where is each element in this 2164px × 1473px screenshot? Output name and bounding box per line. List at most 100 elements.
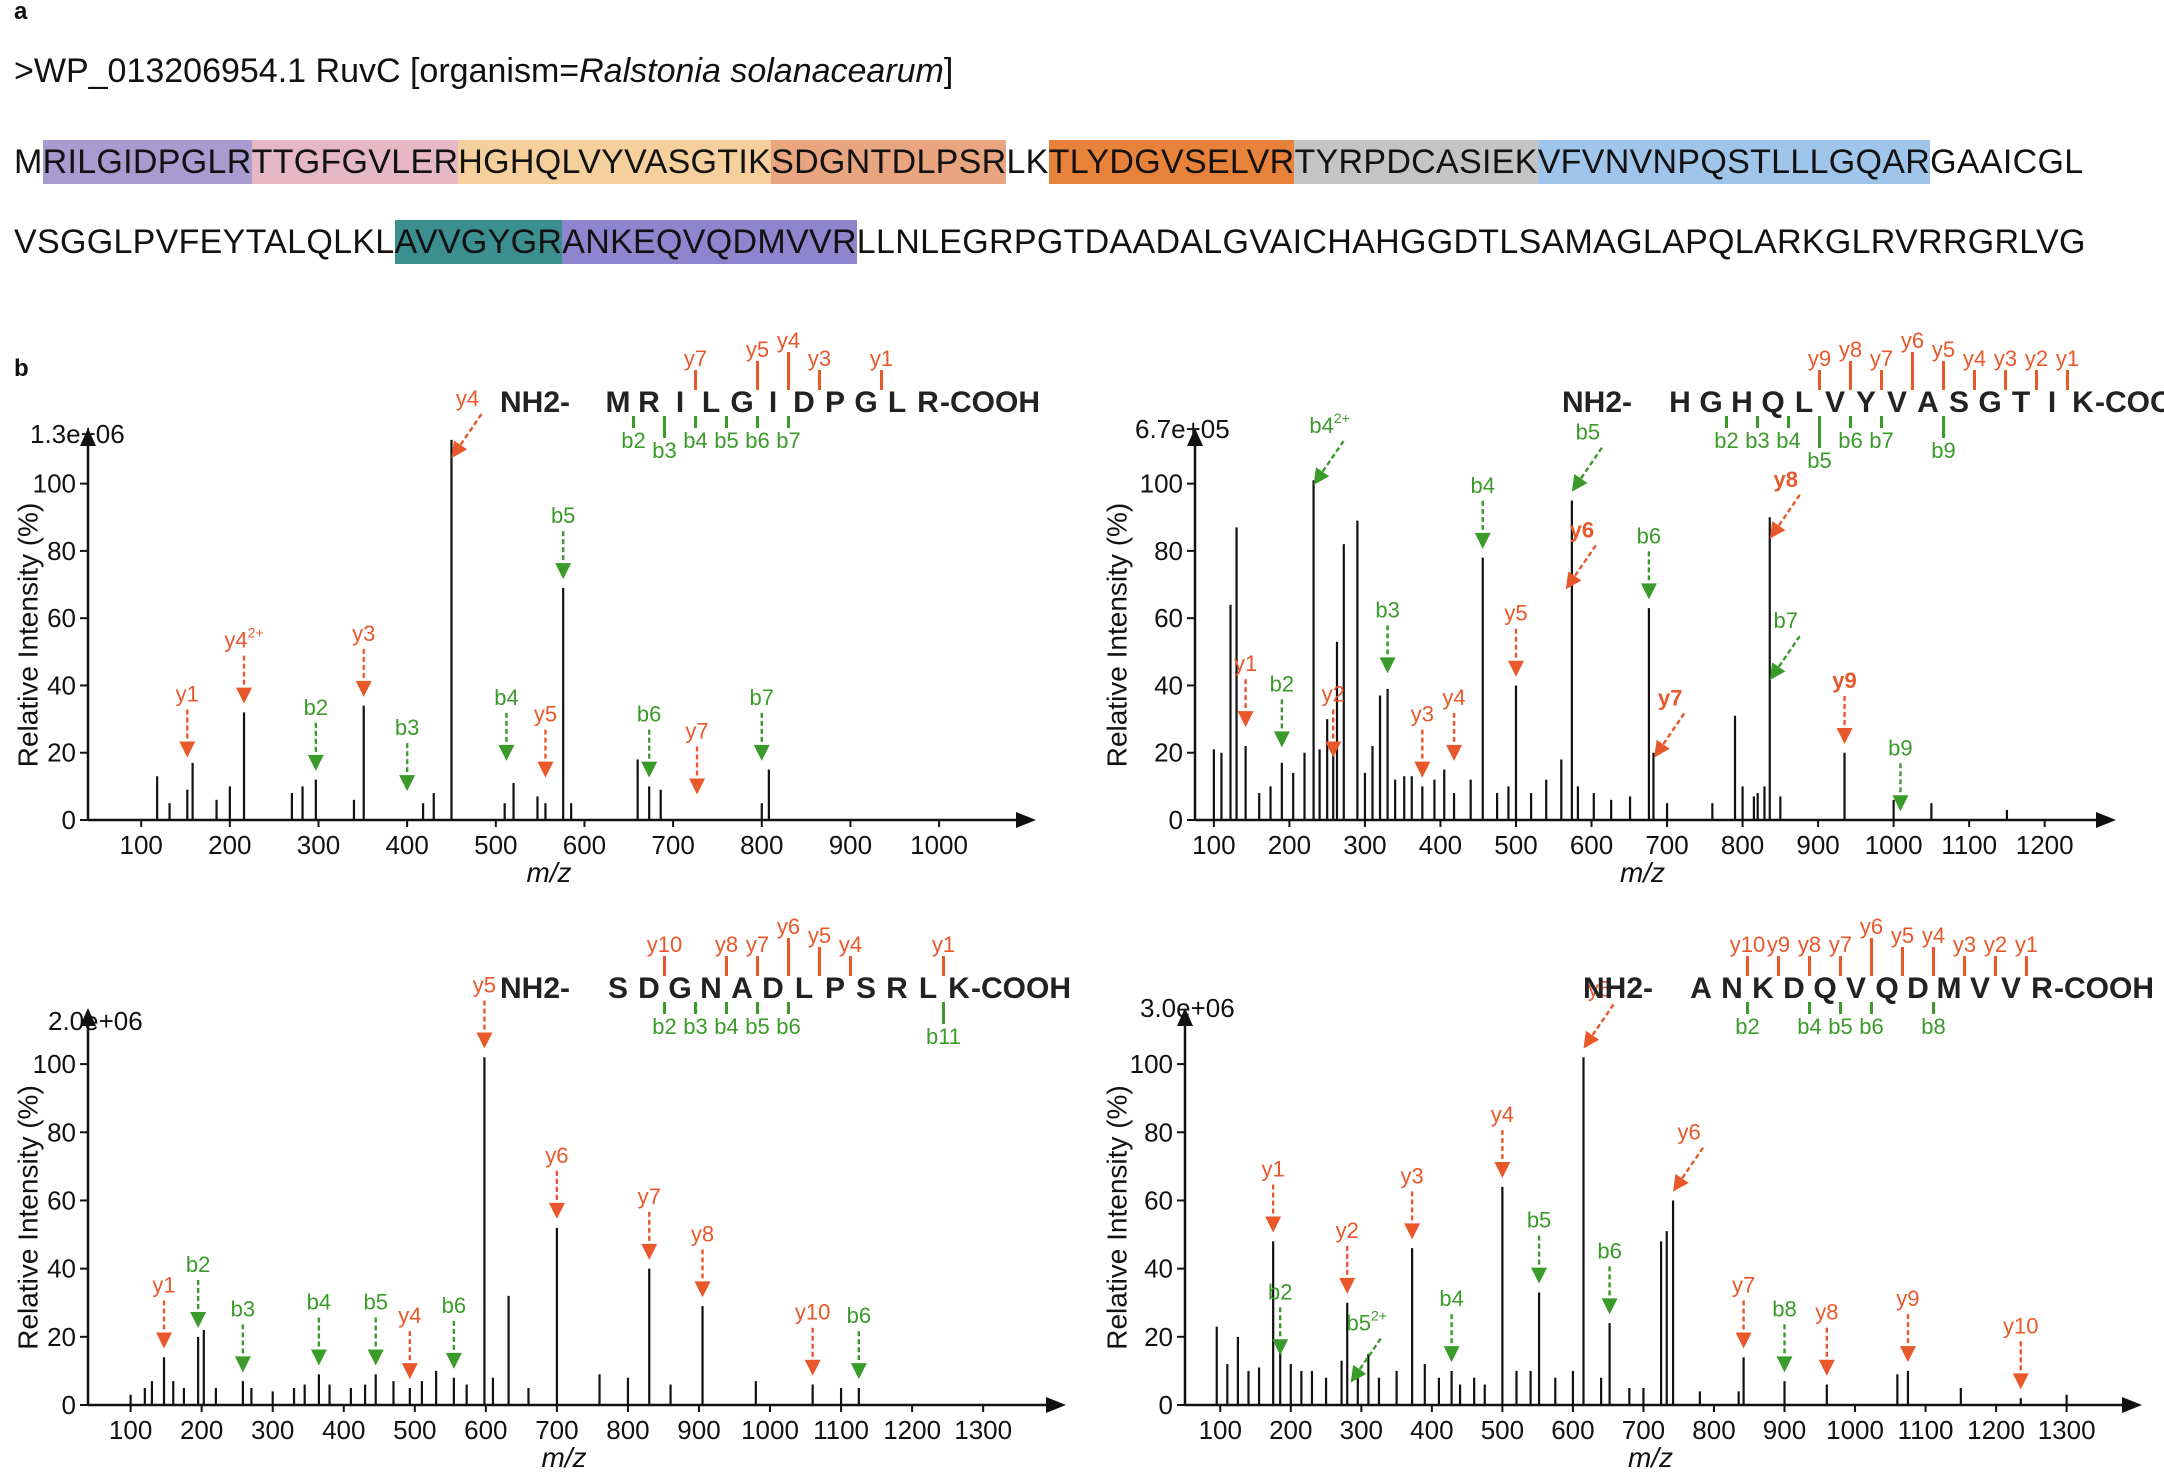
ion-annotation-y6: y6 — [545, 1143, 569, 1219]
annotation-arrow-head — [307, 754, 324, 771]
ion-annotation-y5: y5 — [473, 972, 496, 1049]
peptide-residue: R — [638, 386, 660, 419]
y-fragment-label: y2 — [1984, 932, 2007, 957]
y-fragment-label: y4 — [1922, 923, 1945, 948]
peptide-prefix: NH2- — [500, 972, 570, 1005]
annotation-arrow-shaft — [1591, 1003, 1615, 1036]
peptide-residue: T — [2012, 386, 2030, 419]
x-tick-label: 1300 — [2038, 1415, 2096, 1445]
b-fragment-label: b6 — [745, 428, 769, 453]
x-tick-label: 500 — [474, 830, 517, 860]
x-tick-label: 600 — [464, 1415, 507, 1445]
peptide-residue: Q — [1813, 972, 1836, 1005]
y-fragment-label: y2 — [2025, 346, 2048, 371]
annotation-arrow-head — [236, 687, 253, 704]
max-intensity-label: 3.0e+06 — [1140, 993, 1235, 1023]
ion-annotation-b4: b4 — [307, 1290, 331, 1366]
peptide-residue: D — [793, 386, 815, 419]
ion-label: b5 — [551, 503, 575, 528]
annotation-arrow-head — [1571, 474, 1588, 492]
max-intensity-label: 6.7e+05 — [1135, 414, 1230, 444]
ion-label: b5 — [363, 1290, 387, 1315]
x-tick-label: 300 — [1343, 830, 1386, 860]
peptide-residue: G — [854, 386, 877, 419]
b-fragment-label: b4 — [683, 428, 707, 453]
b-fragment-label: b3 — [683, 1014, 707, 1039]
y-fragment-label: y6 — [777, 914, 800, 939]
ion-annotation-y2: y2 — [1322, 681, 1345, 758]
annotation-arrow-head — [804, 1359, 821, 1376]
b-fragment-label: b5 — [1807, 448, 1831, 473]
b-fragment-label: b6 — [1838, 428, 1862, 453]
ion-annotation-y6: y6 — [1673, 1120, 1705, 1192]
ion-annotation-y7: y7 — [1732, 1272, 1755, 1349]
ion-label: y10 — [2003, 1313, 2038, 1338]
ion-annotation-y5: y5 — [1504, 601, 1528, 677]
ion-label: y5 — [1504, 601, 1527, 626]
y-fragment-label: y5 — [746, 337, 769, 362]
annotation-arrow-head — [1654, 739, 1670, 758]
ion-label: y7 — [685, 718, 708, 743]
annotation-arrow-head — [1818, 1359, 1835, 1376]
ion-annotation-y4: y4 — [451, 386, 483, 459]
ion-annotation-y8: y8 — [691, 1221, 714, 1298]
x-axis-arrow — [2096, 812, 2116, 828]
peptide-residue: K — [948, 972, 970, 1005]
y-fragment-label: y5 — [808, 923, 831, 948]
y-axis-arrow — [80, 1008, 96, 1026]
ion-label: y5 — [473, 972, 496, 997]
y-axis-arrow — [1177, 1008, 1193, 1026]
y-fragment-label: y10 — [647, 932, 682, 957]
y-tick-label: 40 — [1144, 1254, 1173, 1284]
annotation-arrow-shaft — [1777, 635, 1801, 668]
highlighted-peptide: TTGFGVLER — [251, 140, 459, 184]
ion-label: y2 — [1336, 1218, 1359, 1243]
spectrum-chart-3: 0 20 40 60 80 100 100 200 300 400 500 600 700 800 900 1… — [13, 914, 1072, 1473]
annotation-arrow-head — [190, 1312, 207, 1328]
highlighted-peptide: TYRPDCASIEK — [1294, 140, 1538, 184]
ion-label: b6 — [1597, 1238, 1621, 1263]
annotation-arrow-head — [1350, 1364, 1367, 1383]
peptide-fragment-map: NH2-HGHQLVYVASGTIK-COOHy9y8y7y6y5y4y3y2y… — [1562, 328, 2164, 473]
b-fragment-label: b3 — [652, 438, 676, 463]
annotation-arrow-head — [1565, 571, 1582, 590]
x-tick-label: 200 — [180, 1415, 223, 1445]
peptide-residue: Q — [1875, 972, 1898, 1005]
ion-annotation-b2: b2 — [1268, 1279, 1292, 1356]
highlighted-peptide: RILGIDPGLR — [42, 140, 252, 184]
y-tick-label: 40 — [47, 1254, 76, 1284]
annotation-arrow-head — [355, 680, 372, 697]
annotation-arrow-head — [850, 1363, 867, 1380]
ion-annotation-y5: y5 — [1583, 976, 1615, 1049]
y-fragment-label: y6 — [1901, 328, 1924, 353]
ion-annotation-y7: y7 — [685, 718, 709, 795]
annotation-arrow-shaft — [459, 413, 483, 446]
ion-label: b6 — [637, 702, 661, 727]
highlighted-peptide: ANKEQVQDMVVR — [562, 220, 857, 264]
ion-label: b2 — [186, 1252, 210, 1277]
annotation-arrow-head — [694, 1281, 711, 1298]
header-organism: Ralstonia solanacearum — [579, 52, 944, 90]
annotation-arrow-head — [1325, 741, 1342, 758]
ion-annotation-y8: y8 — [1769, 467, 1801, 539]
y-tick-label: 80 — [1144, 1117, 1173, 1147]
y-tick-label: 80 — [47, 1117, 76, 1147]
sequence-header: >WP_013206954.1 RuvC [organism=Ralstonia… — [14, 52, 953, 91]
annotation-arrow-head — [451, 440, 468, 459]
ion-annotation-y9: y9 — [1896, 1286, 1920, 1363]
peptide-residue: I — [676, 386, 684, 419]
peptide-residue: L — [795, 972, 813, 1005]
b-fragment-label: b9 — [1931, 438, 1955, 463]
peptide-residue: P — [825, 972, 845, 1005]
annotation-arrow-head — [1769, 521, 1786, 539]
x-axis-arrow — [1046, 1397, 1066, 1413]
peptide-residue: D — [1783, 972, 1805, 1005]
spectrum-chart-1: 0 20 40 60 80 100 100 200 300 400 500 600 700 800 900 1… — [13, 328, 1041, 888]
peptide-residue: L — [702, 386, 720, 419]
y-fragment-label: y8 — [1798, 932, 1821, 957]
ion-annotation-b2: b2 — [186, 1252, 210, 1328]
peptide-residue: V — [1846, 972, 1866, 1005]
x-tick-label: 300 — [297, 830, 340, 860]
sequence-segment: GAAICGL — [1930, 143, 2084, 181]
